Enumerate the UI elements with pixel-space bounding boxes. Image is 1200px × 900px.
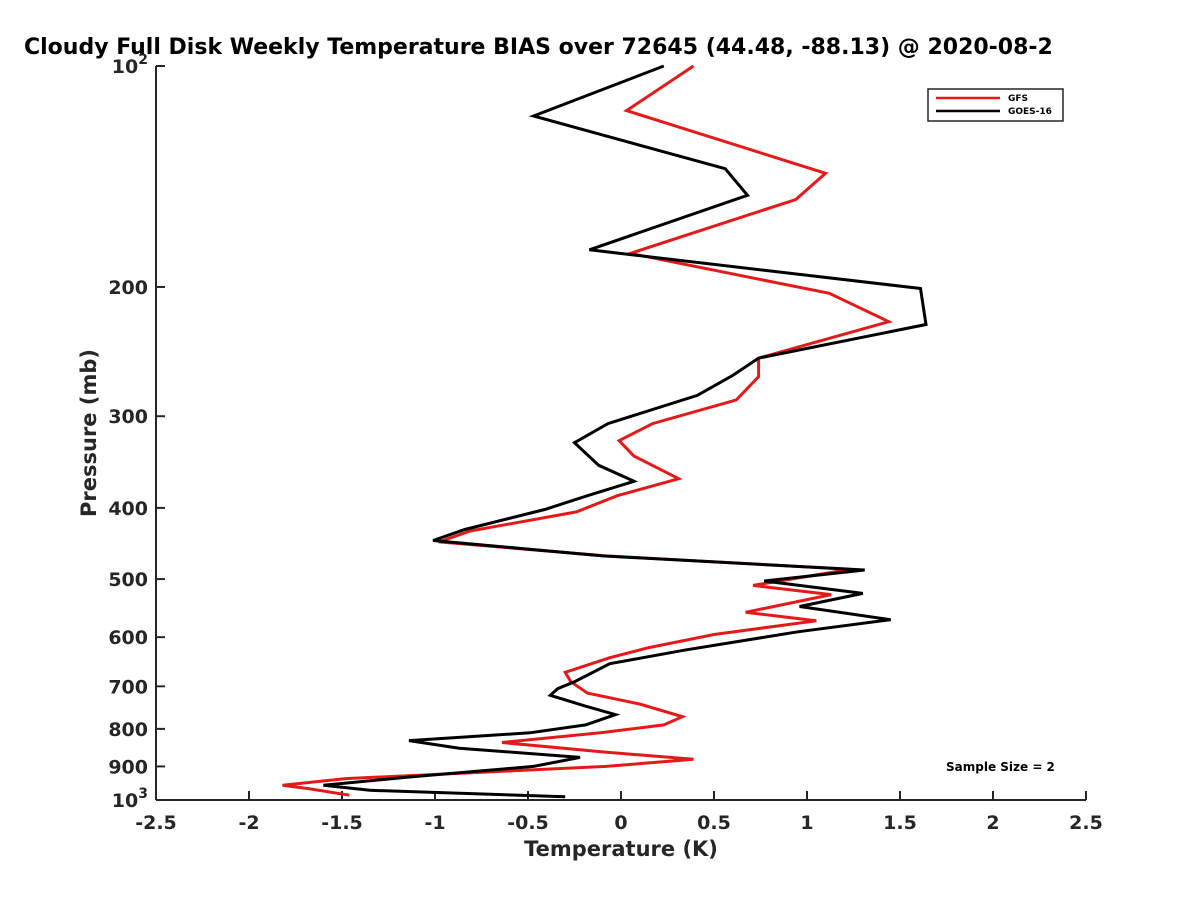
- x-tick-label: 2.5: [1069, 812, 1103, 834]
- legend: GFS GOES-16: [927, 88, 1064, 122]
- legend-label: GFS: [1008, 94, 1028, 104]
- y-tick-label: 400: [108, 498, 148, 520]
- x-tick-label: 0: [614, 812, 627, 834]
- legend-label: GOES-16: [1008, 107, 1052, 117]
- x-tick-label: -0.5: [507, 812, 549, 834]
- plot-frame: [155, 66, 1086, 801]
- sample-size-annotation: Sample Size = 2: [946, 760, 1055, 774]
- x-tick-label: 1.5: [883, 812, 917, 834]
- y-tick-label: 300: [108, 406, 148, 428]
- y-axis: 102 200 300 400 500 600 700 800 900 103: [108, 52, 165, 812]
- series-line-goes-16: [323, 64, 928, 799]
- y-tick-label: 500: [108, 569, 148, 591]
- y-tick-label: 103: [112, 786, 148, 812]
- series-line-gfs: [282, 64, 894, 797]
- chart-title: Cloudy Full Disk Weekly Temperature BIAS…: [24, 35, 1053, 60]
- x-tick-label: 0.5: [697, 812, 731, 834]
- x-tick-label: -1: [424, 812, 445, 834]
- y-tick-label: 200: [108, 277, 148, 299]
- y-axis-label: Pressure (mb): [77, 349, 101, 517]
- y-tick-label: 600: [108, 627, 148, 649]
- x-tick-label: 1: [800, 812, 813, 834]
- x-tick-label: 2: [986, 812, 999, 834]
- y-tick-label: 900: [108, 756, 148, 778]
- x-axis-label: Temperature (K): [524, 837, 718, 861]
- series-layer: [282, 64, 928, 799]
- y-tick-label: 102: [112, 52, 148, 78]
- legend-box: [927, 88, 1064, 122]
- x-axis: -2.5 -2 -1.5 -1 -0.5 0 0.5 1 1.5 2 2.5: [135, 791, 1103, 834]
- y-tick-label: 800: [108, 719, 148, 741]
- y-tick-label: 700: [108, 676, 148, 698]
- x-tick-label: -1.5: [321, 812, 363, 834]
- x-tick-label: -2.5: [135, 812, 177, 834]
- x-tick-label: -2: [238, 812, 259, 834]
